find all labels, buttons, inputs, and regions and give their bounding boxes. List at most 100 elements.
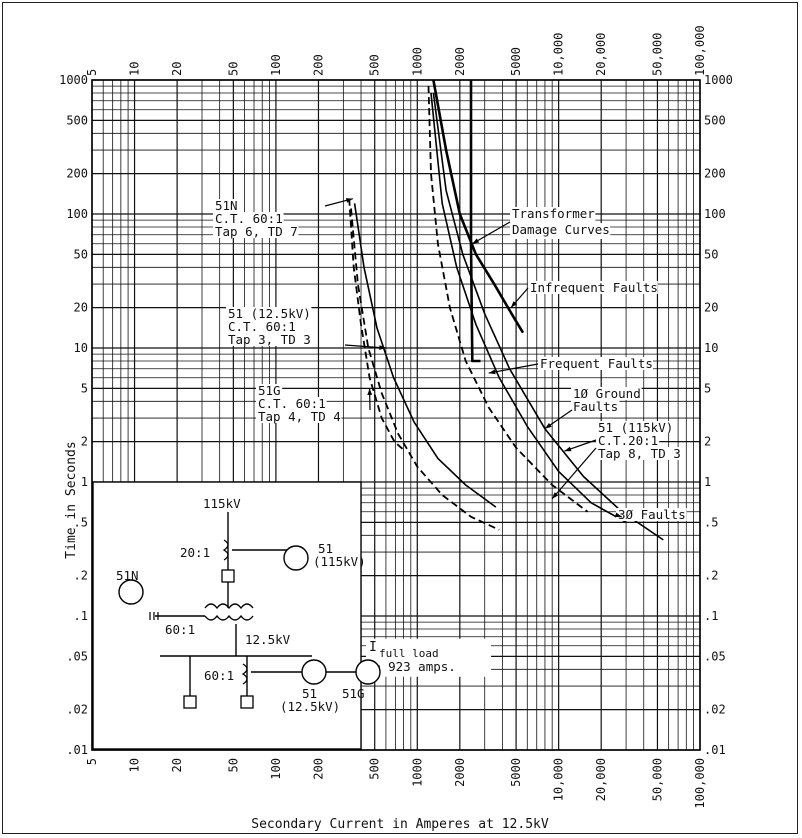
x-tick-label-bottom: 50 <box>226 758 240 772</box>
arrow-51-115kv-b-head <box>552 492 559 499</box>
y-tick-label-left: 500 <box>66 113 88 127</box>
label-transformer-bg <box>510 207 596 223</box>
diagram-ct-60b: 60:1 <box>204 668 234 683</box>
label-51-12kv-bg <box>226 320 297 333</box>
plot-border <box>91 79 701 751</box>
diagram-ct-coil <box>222 539 229 561</box>
x-tick-label-bottom: 500 <box>368 758 382 780</box>
x-tick-label-bottom: 200 <box>311 758 325 780</box>
arrow-frequent <box>488 363 539 374</box>
full-load-bg <box>366 638 492 677</box>
x-tick-label-bottom: 20,000 <box>594 758 608 801</box>
y-tick-label-left: 100 <box>66 207 88 221</box>
label-51-115kv-bg <box>596 434 660 447</box>
diagram-51lv-b: (12.5kV) <box>280 699 340 714</box>
arrow-3ph-head <box>614 512 622 518</box>
arrow-51-115kv-b <box>551 447 597 500</box>
label-51g-text: 51G <box>258 383 281 398</box>
label-3ph-text: 3Ø Faults <box>618 507 686 522</box>
label-transformer-text: Transformer <box>512 206 595 221</box>
x-tick-label-top: 50,000 <box>650 33 664 76</box>
full-load-sub: full load <box>379 647 439 660</box>
y-tick-label-left: .05 <box>66 649 88 663</box>
y-tick-label-right: 2 <box>704 435 711 449</box>
y-tick-label-right: .05 <box>704 649 726 663</box>
label-51n-bg <box>213 212 284 225</box>
y-tick-label-right: 10 <box>704 341 718 355</box>
label-51n-text: 51N <box>215 198 238 213</box>
diagram-xfmr-primary <box>204 603 254 610</box>
y-tick-label-right: 5 <box>704 381 711 395</box>
x-tick-label-top: 5000 <box>509 47 523 76</box>
label-51-12kv-bg <box>226 307 312 320</box>
label-51-12kv-bg <box>226 333 312 346</box>
label-51n-bg <box>213 225 299 238</box>
full-load-value: = 923 amps. <box>373 659 456 674</box>
x-tick-label-top: 50 <box>226 62 240 76</box>
series-line-6 <box>430 92 627 523</box>
y-tick-label-left: 10 <box>74 341 88 355</box>
arrow-frequent-head <box>488 369 496 375</box>
diagram-breaker-b <box>240 695 254 709</box>
y-tick-label-right: .02 <box>704 703 726 717</box>
label-51n-bg <box>213 199 240 212</box>
label-frequent-text: Frequent Faults <box>540 356 653 371</box>
label-transformer-bg <box>510 223 611 239</box>
label-ground-bg <box>571 400 620 413</box>
y-tick-label-right: 20 <box>704 301 718 315</box>
diagram-ct-coil-b <box>241 663 248 685</box>
y-tick-label-right: 50 <box>704 247 718 261</box>
x-tick-label-top: 500 <box>368 54 382 76</box>
label-3ph-bg <box>616 508 687 521</box>
x-tick-label-top: 200 <box>311 54 325 76</box>
label-transformer-text: Damage Curves <box>512 222 610 237</box>
label-51-12kv-text: C.T. 60:1 <box>228 319 296 334</box>
y-tick-label-left: .5 <box>74 515 88 529</box>
arrow-51g-head <box>367 388 373 395</box>
diagram-51n: 51N <box>116 568 139 583</box>
label-51-115kv-text: C.T.20:1 <box>598 433 658 448</box>
x-tick-label-top: 5 <box>85 69 99 76</box>
y-tick-label-right: 500 <box>704 113 726 127</box>
y-tick-label-right: 200 <box>704 167 726 181</box>
x-tick-label-top: 100,000 <box>693 25 707 76</box>
label-51g-text: C.T. 60:1 <box>258 396 326 411</box>
series-line-4 <box>432 79 525 334</box>
diagram-51lv-a: 51 <box>302 686 317 701</box>
y-tick-label-left: 200 <box>66 167 88 181</box>
arrow-51-12kv <box>344 344 386 349</box>
label-51-12kv-text: Tap 3, TD 3 <box>228 332 311 347</box>
series-line-3 <box>427 86 589 513</box>
x-tick-label-bottom: 5 <box>85 758 99 765</box>
x-tick-label-top: 1000 <box>410 47 424 76</box>
diagram-relay-51g <box>355 659 381 685</box>
x-tick-label-top: 10 <box>128 62 142 76</box>
x-tick-label-bottom: 100,000 <box>693 758 707 809</box>
arrow-infrequent-head <box>510 301 518 308</box>
arrow-transformer-head <box>472 238 480 244</box>
x-tick-label-top: 10,000 <box>552 33 566 76</box>
y-tick-label-left: .1 <box>74 609 88 623</box>
y-tick-label-left: 2 <box>81 435 88 449</box>
label-51g-text: Tap 4, TD 4 <box>258 409 341 424</box>
arrow-ground-head <box>544 422 552 429</box>
series-line-2 <box>350 208 500 531</box>
label-51-115kv-bg <box>596 421 674 434</box>
diagram-box <box>92 481 362 750</box>
y-tick-label-left: .02 <box>66 703 88 717</box>
y-tick-label-right: 100 <box>704 207 726 221</box>
series-line-7 <box>432 92 664 541</box>
diagram-125kv: 12.5kV <box>245 632 291 647</box>
x-tick-label-top: 2000 <box>453 47 467 76</box>
x-tick-label-top: 20 <box>170 62 184 76</box>
series-line-0 <box>348 198 406 452</box>
one-line-diagram <box>92 481 362 750</box>
diagram-ct-20: 20:1 <box>180 545 210 560</box>
label-ground-text: Faults <box>573 399 618 414</box>
arrow-51n-head <box>345 198 353 203</box>
y-tick-label-left: 1 <box>81 475 88 489</box>
y-tick-label-right: .01 <box>704 743 726 757</box>
